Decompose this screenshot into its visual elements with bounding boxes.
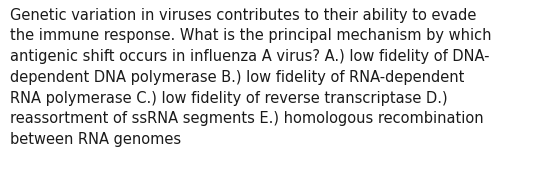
Text: Genetic variation in viruses contributes to their ability to evade
the immune re: Genetic variation in viruses contributes… — [10, 8, 492, 147]
